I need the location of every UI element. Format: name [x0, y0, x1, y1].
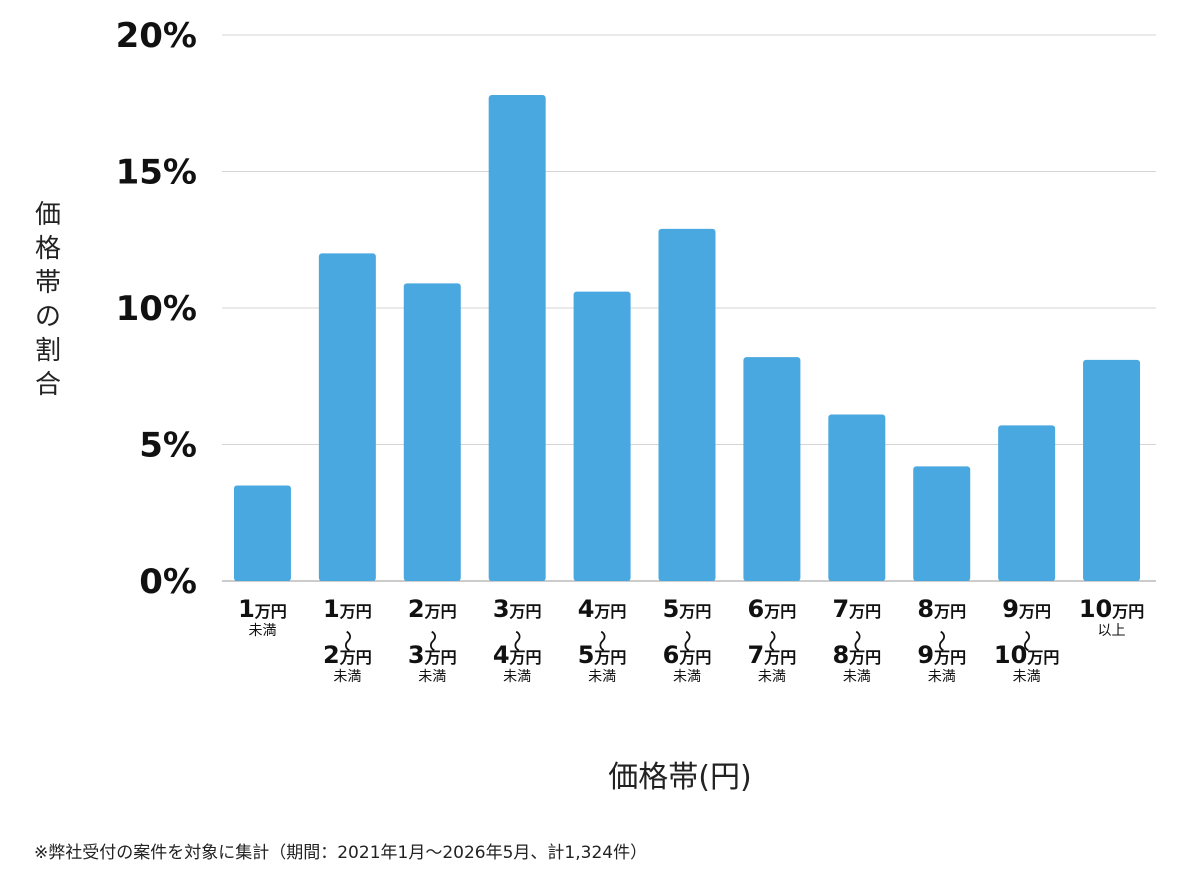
bar [658, 228, 716, 581]
y-tick-label: 15% [116, 153, 197, 193]
x-tick-label: 1万円 [323, 595, 372, 623]
y-axis-label-char: の [34, 302, 61, 332]
x-tick-sublabel: 未満 [928, 669, 956, 685]
x-tick-label: 9万円 [1002, 595, 1051, 623]
bar [743, 357, 801, 581]
x-tick-sublabel: 未満 [588, 669, 616, 685]
x-tick-label: 8万円 [917, 595, 966, 623]
x-tick-label: 5万円 [578, 641, 627, 669]
x-tick-label: 2万円 [323, 641, 372, 669]
x-tick-label: 1万円 [238, 595, 287, 623]
y-tick-label: 20% [116, 16, 197, 56]
tick-label-tilde: 〜 [758, 630, 783, 652]
bar [573, 291, 631, 581]
x-tick-sublabel: 未満 [1013, 669, 1041, 685]
x-tick-label: 6万円 [663, 641, 712, 669]
x-tick-sublabel: 未満 [333, 669, 361, 685]
tick-label-tilde: 〜 [588, 630, 613, 652]
y-tick-label: 5% [139, 426, 197, 466]
x-tick-label: 9万円 [917, 641, 966, 669]
bar [998, 425, 1056, 581]
x-tick-sublabel: 未満 [503, 669, 531, 685]
x-tick-sublabel: 未満 [418, 669, 446, 685]
x-tick-label: 7万円 [832, 595, 881, 623]
x-tick-label: 4万円 [578, 595, 627, 623]
x-tick-sublabel: 未満 [758, 669, 786, 685]
x-tick-label: 10万円 [1079, 595, 1144, 623]
x-tick-sublabel: 未満 [843, 669, 871, 685]
bar [318, 253, 376, 581]
bar [828, 414, 886, 581]
tick-label-tilde: 〜 [1013, 630, 1038, 652]
x-tick-label: 6万円 [748, 595, 797, 623]
y-axis-label-char: 格 [34, 234, 61, 264]
bar [233, 485, 291, 581]
footnote: ※弊社受付の案件を対象に集計（期間：2021年1月〜2026年5月、計1,324… [34, 843, 648, 863]
tick-label-tilde: 〜 [843, 630, 868, 652]
x-tick-label: 7万円 [748, 641, 797, 669]
y-axis-label-char: 割 [34, 336, 61, 366]
x-tick-label: 10万円 [994, 641, 1059, 669]
x-tick-label: 3万円 [493, 595, 542, 623]
x-tick-label: 5万円 [663, 595, 712, 623]
x-axis-label: 価格帯(円) [608, 760, 752, 795]
x-tick-label: 8万円 [832, 641, 881, 669]
tick-label-tilde: 〜 [418, 630, 443, 652]
bar [403, 283, 461, 581]
bar [913, 466, 971, 581]
x-tick-sublabel: 以上 [1098, 623, 1126, 639]
x-tick-sublabel: 未満 [673, 669, 701, 685]
y-axis-label-char: 合 [34, 370, 61, 400]
x-tick-sublabel: 未満 [248, 623, 276, 639]
y-tick-label: 0% [139, 562, 197, 602]
x-tick-label: 3万円 [408, 641, 457, 669]
x-tick-label: 4万円 [493, 641, 542, 669]
y-axis-label-char: 価 [34, 200, 61, 230]
y-axis-label: 価格帯の割合 [28, 198, 68, 402]
y-tick-label: 10% [116, 289, 197, 329]
tick-label-tilde: 〜 [503, 630, 528, 652]
bar [1083, 359, 1141, 581]
tick-label-tilde: 〜 [673, 630, 698, 652]
tick-label-tilde: 〜 [928, 630, 953, 652]
x-tick-label: 2万円 [408, 595, 457, 623]
y-axis-label-char: 帯 [34, 268, 61, 298]
tick-label-tilde: 〜 [333, 630, 358, 652]
bar [488, 95, 546, 581]
